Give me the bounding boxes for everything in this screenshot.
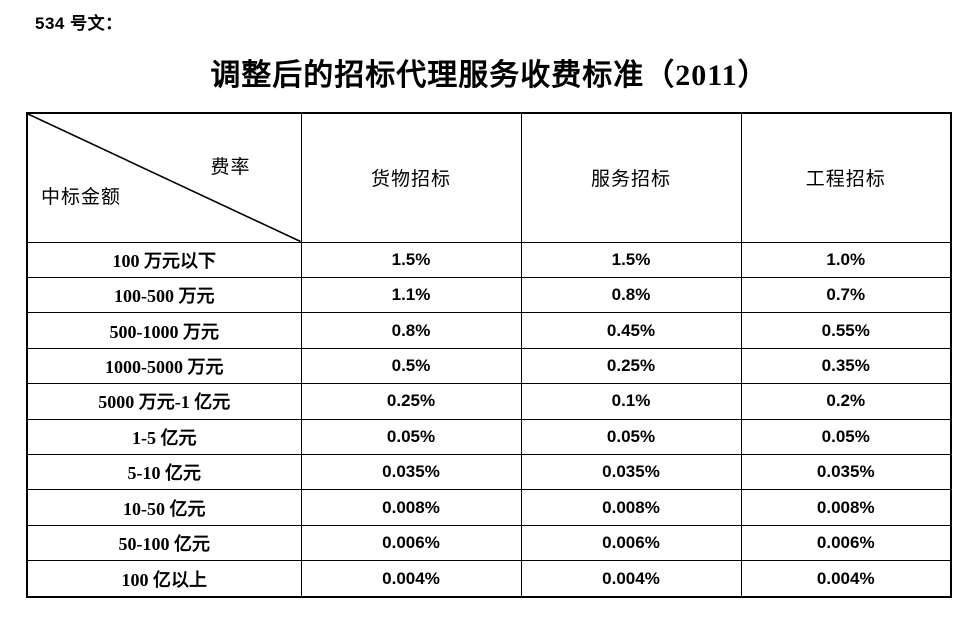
table-row: 50-100 亿元 0.006% 0.006% 0.006% [26, 524, 952, 562]
rate-cell: 0.1% [520, 383, 742, 420]
column-header-engineering: 工程招标 [740, 112, 952, 243]
row-label-cell: 500-1000 万元 [26, 312, 302, 349]
row-label-cell: 50-100 亿元 [26, 524, 302, 562]
rate-cell: 0.25% [520, 347, 742, 385]
rate-cell: 0.8% [520, 276, 742, 314]
rate-cell: 1.1% [300, 276, 522, 314]
fee-table: 费率 中标金额 货物招标 服务招标 工程招标 100 万元以下 1.5% 1.5… [26, 112, 952, 598]
row-label-cell: 100 亿以上 [26, 560, 302, 598]
rate-cell: 0.05% [740, 418, 952, 456]
rate-cell: 0.2% [740, 383, 952, 420]
rate-cell: 0.05% [300, 418, 522, 456]
row-label-cell: 100-500 万元 [26, 276, 302, 314]
column-header-services: 服务招标 [520, 112, 742, 243]
table-row: 10-50 亿元 0.008% 0.008% 0.008% [26, 489, 952, 526]
rate-cell: 0.035% [740, 454, 952, 491]
table-row: 100-500 万元 1.1% 0.8% 0.7% [26, 276, 952, 314]
table-row: 100 万元以下 1.5% 1.5% 1.0% [26, 241, 952, 278]
rate-cell: 0.008% [300, 489, 522, 526]
rate-cell: 0.035% [300, 454, 522, 491]
row-label-cell: 5-10 亿元 [26, 454, 302, 491]
row-label-cell: 10-50 亿元 [26, 489, 302, 526]
rate-cell: 0.004% [740, 560, 952, 598]
rate-cell: 0.006% [740, 524, 952, 562]
rate-cell: 0.55% [740, 312, 952, 349]
row-label-cell: 100 万元以下 [26, 241, 302, 278]
rate-cell: 0.008% [740, 489, 952, 526]
table-row: 5000 万元-1 亿元 0.25% 0.1% 0.2% [26, 383, 952, 420]
doc-number: 534 号文： [35, 14, 123, 33]
table-row: 5-10 亿元 0.035% 0.035% 0.035% [26, 454, 952, 491]
rate-cell: 0.8% [300, 312, 522, 349]
page-title: 调整后的招标代理服务收费标准（2011） [210, 59, 769, 92]
rate-cell: 0.006% [520, 524, 742, 562]
table-row: 100 亿以上 0.004% 0.004% 0.004% [26, 560, 952, 598]
rate-cell: 0.004% [520, 560, 742, 598]
table-row: 500-1000 万元 0.8% 0.45% 0.55% [26, 312, 952, 349]
corner-label-amount: 中标金额 [41, 187, 122, 208]
rate-cell: 0.004% [300, 560, 522, 598]
table-header-row: 费率 中标金额 货物招标 服务招标 工程招标 [26, 112, 952, 243]
rate-cell: 0.035% [520, 454, 742, 491]
rate-cell: 0.006% [300, 524, 522, 562]
column-header-goods: 货物招标 [300, 112, 522, 243]
rate-cell: 0.25% [300, 383, 522, 420]
row-label-cell: 5000 万元-1 亿元 [26, 383, 302, 420]
rate-cell: 0.008% [520, 489, 742, 526]
rate-cell: 0.45% [520, 312, 742, 349]
row-label-cell: 1-5 亿元 [26, 418, 302, 456]
rate-cell: 0.7% [740, 276, 952, 314]
diagonal-divider-line [28, 114, 301, 242]
row-label-cell: 1000-5000 万元 [26, 347, 302, 385]
table-row: 1000-5000 万元 0.5% 0.25% 0.35% [26, 347, 952, 385]
rate-cell: 1.5% [300, 241, 522, 278]
rate-cell: 1.0% [740, 241, 952, 278]
rate-cell: 1.5% [520, 241, 742, 278]
corner-label-rate: 费率 [210, 157, 251, 178]
rate-cell: 0.5% [300, 347, 522, 385]
rate-cell: 0.05% [520, 418, 742, 456]
corner-header-cell: 费率 中标金额 [26, 112, 302, 243]
table-row: 1-5 亿元 0.05% 0.05% 0.05% [26, 418, 952, 456]
rate-cell: 0.35% [740, 347, 952, 385]
